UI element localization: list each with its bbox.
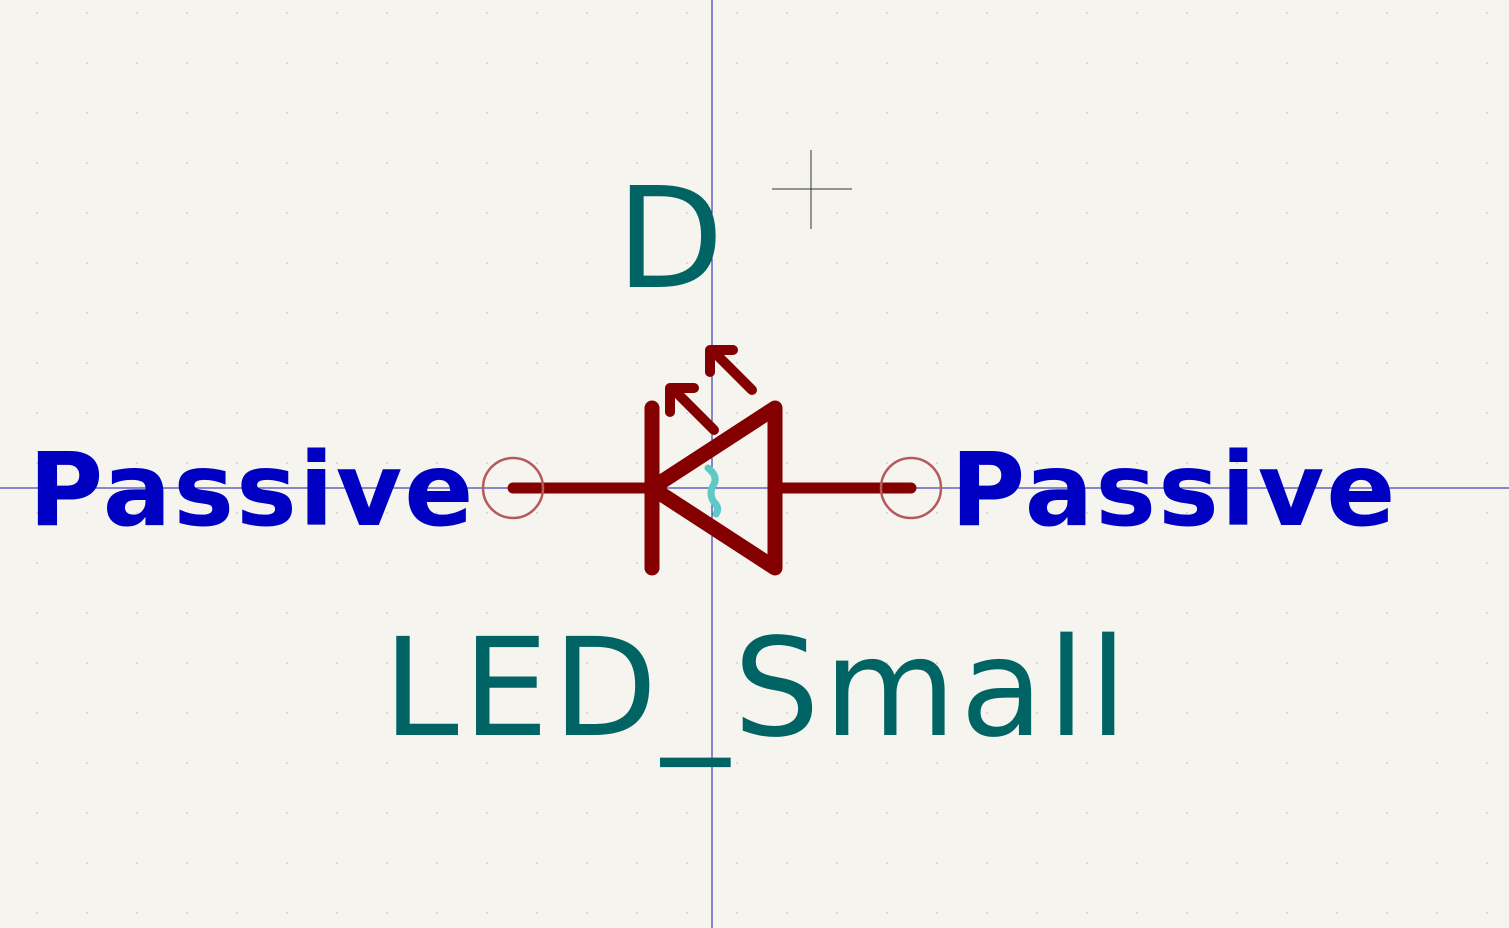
value-field[interactable]: LED_Small bbox=[383, 610, 1131, 768]
right-pin-type-label: Passive bbox=[951, 431, 1398, 550]
reference-field[interactable]: D bbox=[616, 158, 724, 321]
left-pin-type-label: Passive bbox=[29, 431, 476, 550]
left-pin-connection-point[interactable] bbox=[481, 456, 545, 520]
light-emission-arrows-icon bbox=[665, 345, 757, 435]
crosshair-cursor-icon bbox=[772, 150, 852, 229]
anode-triangle bbox=[644, 400, 783, 576]
led-diode-body[interactable] bbox=[644, 400, 783, 576]
right-pin-connection-point[interactable] bbox=[879, 456, 943, 520]
anchor-highlight-mark bbox=[704, 464, 722, 518]
